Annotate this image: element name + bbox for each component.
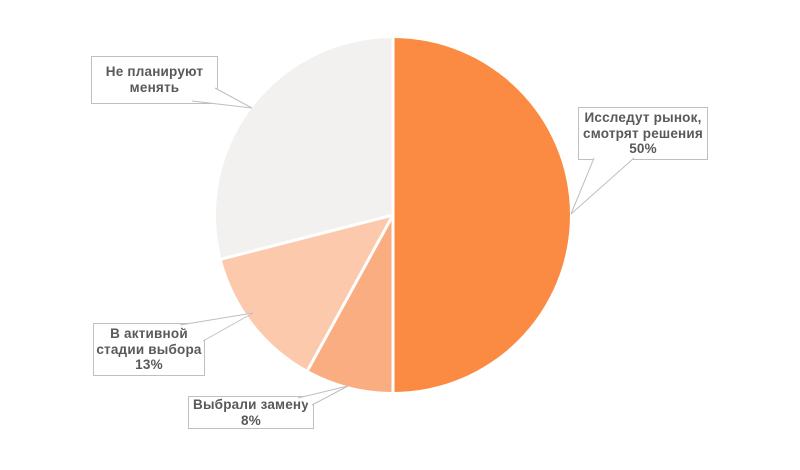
callout-not-planning-label: Не планируют менять — [105, 64, 204, 95]
callout-chose-replacement-label: Выбрали замену 8% — [193, 396, 309, 428]
callout-chose-replacement-8pct: Выбрали замену 8% — [188, 396, 314, 429]
callout-active-selection-label: В активной стадии выбора 13% — [96, 326, 202, 373]
pie-slice-0 — [393, 38, 570, 392]
callout-pointer-line — [311, 385, 349, 406]
pie-slice-3 — [216, 38, 393, 260]
callout-not-planning-to-change: Не планируют менять — [91, 56, 218, 104]
callout-researching-market-50pct: Исследут рынок, смотрят решения 50% — [578, 107, 708, 160]
callout-pointer-line — [202, 312, 254, 342]
callout-active-selection-13pct: В активной стадии выбора 13% — [93, 323, 205, 376]
callout-pointer-line — [570, 157, 595, 215]
pie-slice-1 — [307, 215, 393, 392]
callout-pointer-line — [214, 87, 253, 109]
callout-pointer-fill — [571, 158, 634, 214]
slice-divider — [221, 213, 394, 261]
callout-pointer-line — [570, 157, 635, 215]
pie-slice-2 — [221, 215, 393, 371]
callout-researching-label: Исследут рынок, смотрят решения 50% — [583, 110, 703, 157]
slice-divider — [306, 214, 395, 371]
